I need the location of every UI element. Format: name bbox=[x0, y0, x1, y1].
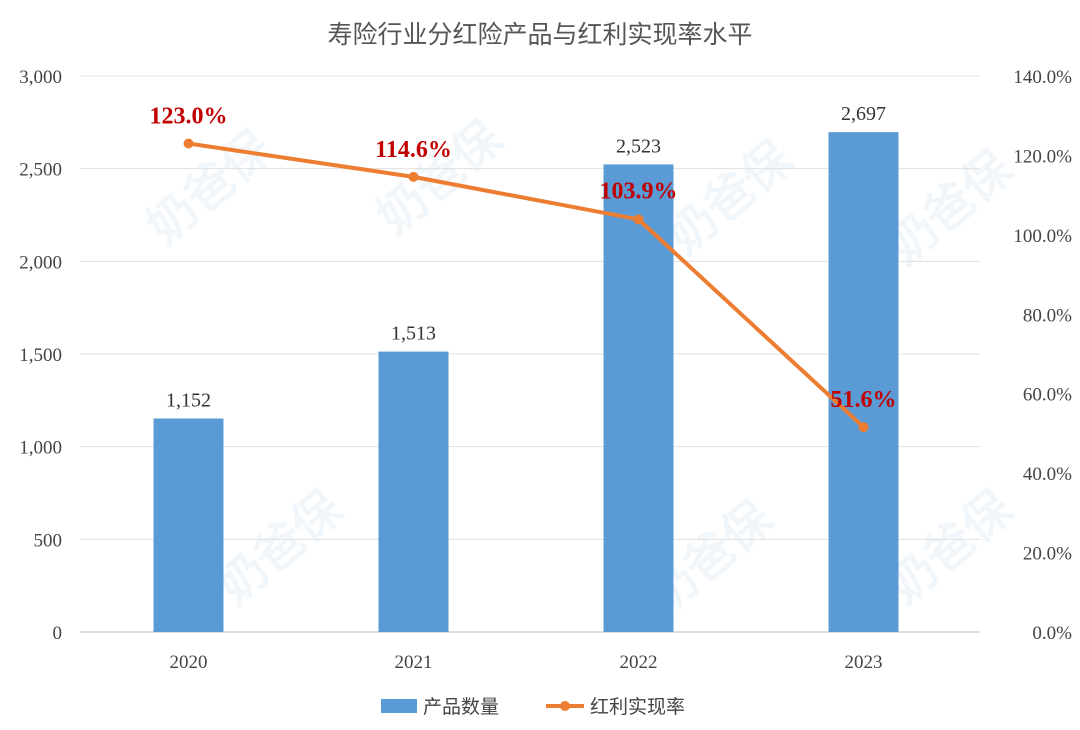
watermark-text: 奶爸保 bbox=[877, 479, 1024, 615]
right-tick-label: 40.0% bbox=[1023, 464, 1072, 485]
right-tick-label: 100.0% bbox=[1013, 226, 1072, 247]
legend: 产品数量 红利实现率 bbox=[381, 696, 685, 718]
watermark-text: 奶爸保 bbox=[207, 479, 354, 615]
right-tick-label: 20.0% bbox=[1023, 544, 1072, 565]
rate-line bbox=[188, 141, 865, 429]
rate-point-2022 bbox=[633, 214, 644, 225]
watermark-text: 奶爸保 bbox=[657, 129, 804, 265]
rate-data-label: 51.6% bbox=[831, 387, 897, 413]
watermark-text: 奶爸保 bbox=[367, 109, 514, 245]
right-tick-label: 120.0% bbox=[1013, 146, 1072, 167]
rate-data-label: 123.0% bbox=[150, 104, 228, 130]
legend-line-label: 红利实现率 bbox=[590, 696, 685, 718]
line-series: 123.0% 114.6% 103.9% 51.6% bbox=[150, 104, 897, 433]
left-tick-label: 0 bbox=[53, 623, 63, 644]
rate-point-2021 bbox=[408, 171, 419, 182]
bar-2022 bbox=[603, 164, 674, 633]
x-tick-label: 2020 bbox=[170, 652, 208, 673]
x-tick-label: 2023 bbox=[845, 652, 883, 673]
legend-bar-swatch bbox=[381, 699, 417, 713]
legend-bar-label: 产品数量 bbox=[423, 696, 499, 718]
right-tick-label: 60.0% bbox=[1023, 385, 1072, 406]
rate-point-2020 bbox=[183, 138, 194, 149]
chart-title: 寿险行业分红险产品与红利实现率水平 bbox=[327, 21, 752, 49]
bar-data-label: 1,152 bbox=[166, 389, 211, 411]
x-tick-label: 2022 bbox=[620, 652, 658, 673]
x-tick-label: 2021 bbox=[395, 652, 433, 673]
bar-2020 bbox=[153, 418, 224, 632]
left-tick-label: 3,000 bbox=[19, 67, 62, 88]
left-tick-label: 2,500 bbox=[19, 160, 62, 181]
bar-data-label: 2,697 bbox=[841, 103, 886, 125]
legend-line-marker bbox=[560, 701, 570, 711]
watermark-text: 奶爸保 bbox=[877, 139, 1024, 275]
bar-data-label: 1,513 bbox=[391, 323, 436, 345]
left-tick-label: 1,000 bbox=[19, 438, 62, 459]
left-tick-label: 1,500 bbox=[19, 345, 62, 366]
left-tick-label: 500 bbox=[34, 530, 63, 551]
right-axis: 0.0% 20.0% 40.0% 60.0% 80.0% 100.0% 120.0% 140.… bbox=[1013, 67, 1072, 644]
left-axis: 0 500 1,000 1,500 2,000 2,500 3,000 bbox=[19, 67, 62, 644]
bar-2023 bbox=[828, 132, 899, 632]
bar-2021 bbox=[378, 351, 449, 632]
x-axis: 2020 2021 2022 2023 bbox=[170, 652, 883, 673]
rate-data-label: 114.6% bbox=[375, 137, 452, 163]
right-tick-label: 80.0% bbox=[1023, 305, 1072, 326]
watermark-text: 奶爸保 bbox=[137, 119, 284, 255]
bar-series: 1,152 1,513 2,523 2,697 bbox=[153, 103, 899, 633]
rate-point-2023 bbox=[858, 422, 869, 433]
rate-data-label: 103.9% bbox=[600, 178, 678, 204]
left-tick-label: 2,000 bbox=[19, 252, 62, 273]
right-tick-label: 0.0% bbox=[1032, 623, 1072, 644]
right-tick-label: 140.0% bbox=[1013, 67, 1072, 88]
bar-data-label: 2,523 bbox=[616, 135, 661, 157]
